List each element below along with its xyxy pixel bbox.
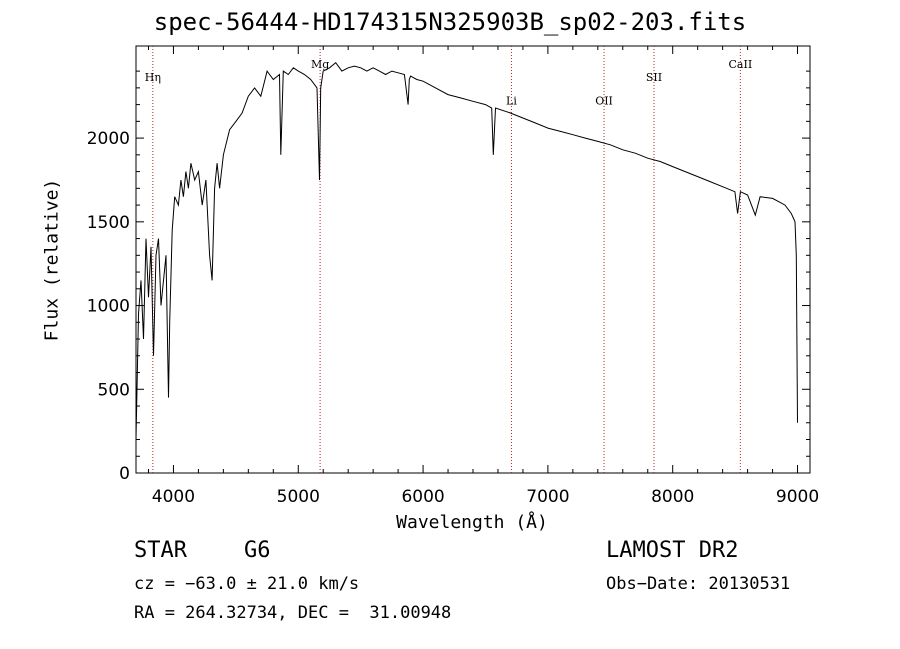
object-subtype: G6 [244, 538, 271, 563]
spectrum-line [135, 61, 798, 440]
plot-frame [135, 45, 811, 474]
object-class: STAR [134, 538, 187, 563]
y-tick-label: 500 [98, 380, 130, 400]
y-tick-label: 1000 [87, 297, 130, 317]
spectral-line-markers: Hη Mg Li OII SII CaII [145, 46, 752, 473]
line-marker-label: OII [595, 95, 613, 108]
y-tick-label: 2000 [87, 129, 130, 149]
x-tick-label: 5000 [277, 487, 320, 507]
survey-name: LAMOST DR2 [606, 538, 739, 563]
redshift-info: cz = −63.0 ± 21.0 km/s [134, 574, 360, 594]
y-tick-label: 1500 [87, 213, 130, 233]
chart-title: spec-56444-HD174315N325903B_sp02-203.fit… [153, 8, 747, 36]
x-tick-label: 6000 [401, 487, 444, 507]
line-marker-label: Mg [311, 58, 329, 71]
x-tick-label: 8000 [651, 487, 694, 507]
x-tick-label: 7000 [526, 487, 569, 507]
x-tick-label: 4000 [152, 487, 195, 507]
x-axis-label: Wavelength (Å) [396, 512, 548, 533]
axis-ticks: 4000 5000 6000 7000 8000 9000 0 500 1000 1500 2000 [87, 46, 819, 507]
x-tick-label: 9000 [776, 487, 819, 507]
y-axis-label: Flux (relative) [41, 178, 63, 342]
line-marker-label: Hη [145, 71, 161, 84]
coordinates: RA = 264.32734, DEC = 31.00948 [134, 603, 452, 623]
line-marker-label: Li [506, 95, 517, 108]
y-tick-label: 0 [119, 464, 130, 484]
line-marker-label: SII [646, 71, 662, 84]
line-marker-label: CaII [729, 58, 753, 71]
observation-date: Obs−Date: 20130531 [606, 574, 791, 594]
